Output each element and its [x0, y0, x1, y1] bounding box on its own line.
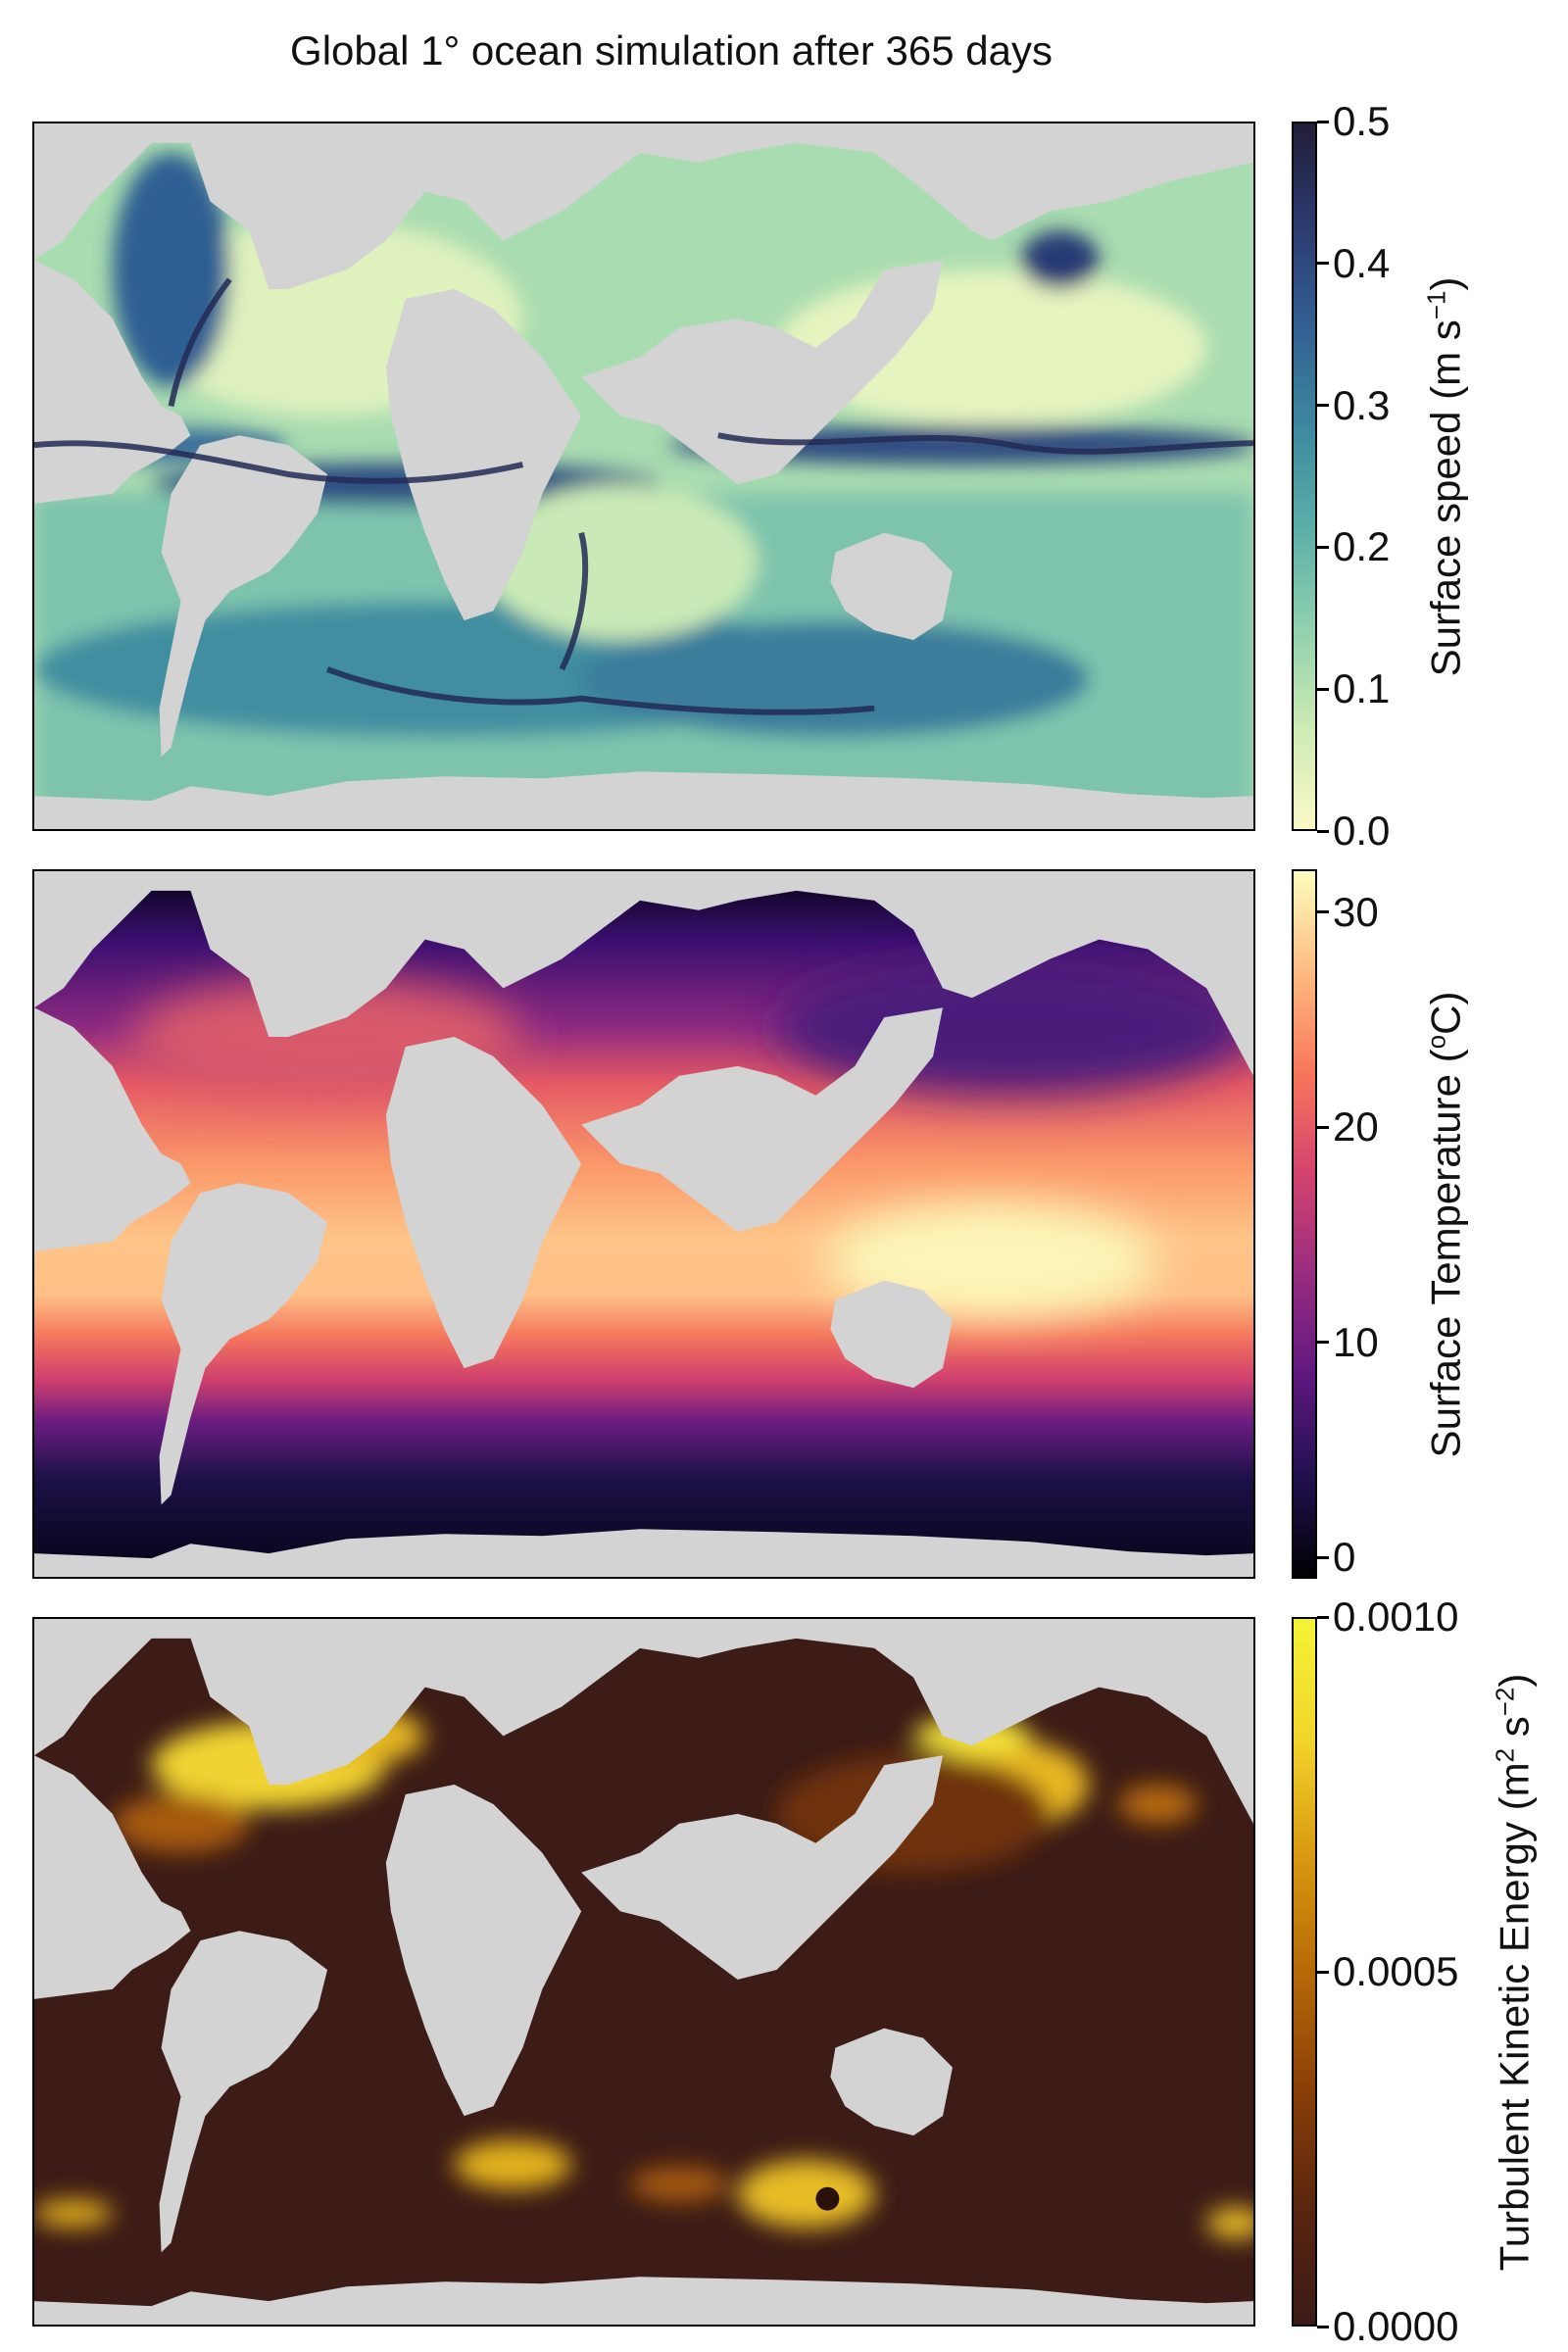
speed-colorbar-label-part: ) [1422, 276, 1469, 291]
tke-colorbar-label-part: 2 [1490, 1747, 1520, 1762]
tke-colorbar-label-part: Turbulent Kinetic Energy (m [1491, 1761, 1538, 2271]
tke-colorbar-label-part: s [1491, 1715, 1538, 1748]
temperature-colorbar-label: Surface Temperature (oC) [1421, 991, 1469, 1457]
speed-colorbar-tick [1317, 404, 1329, 408]
land-tke [34, 1619, 1253, 2325]
speed-map [34, 123, 1253, 829]
speed-colorbar-tick-label: 0.2 [1333, 523, 1391, 570]
temperature-colorbar-label-part: o [1421, 1034, 1451, 1049]
tke-colorbar-tick-label: 0.0000 [1333, 2303, 1459, 2349]
tke-colorbar-label-part: −2 [1490, 1687, 1520, 1716]
tke-colorbar-label: Turbulent Kinetic Energy (m2 s−2) [1490, 1673, 1538, 2271]
tke-colorbar [1292, 1617, 1317, 2327]
speed-colorbar-tick [1317, 687, 1329, 691]
temperature-map [34, 871, 1253, 1577]
speed-colorbar-tick-label: 0.5 [1333, 98, 1391, 144]
temperature-colorbar-tick-label: 0 [1333, 1534, 1356, 1581]
temperature-colorbar-tick [1317, 910, 1329, 914]
tke-colorbar-tick-label: 0.0010 [1333, 1593, 1459, 1640]
temperature-colorbar-label-part: Surface Temperature ( [1422, 1048, 1469, 1457]
speed-colorbar-tick [1317, 829, 1329, 833]
temperature-colorbar-tick-label: 10 [1333, 1318, 1379, 1365]
temperature-colorbar-tick-label: 30 [1333, 888, 1379, 935]
figure-title: Global 1° ocean simulation after 365 day… [290, 27, 1053, 74]
tke-map-panel [32, 1617, 1255, 2327]
tke-colorbar-tick-label: 0.0005 [1333, 1948, 1459, 1994]
speed-jets [34, 277, 1253, 715]
tke-map [34, 1619, 1253, 2325]
temperature-colorbar-tick-label: 20 [1333, 1103, 1379, 1151]
tke-colorbar-tick [1317, 1615, 1329, 1619]
speed-colorbar-tick [1317, 120, 1329, 123]
tke-colorbar-tick [1317, 2325, 1329, 2328]
land-temperature [34, 871, 1253, 1577]
speed-colorbar-tick [1317, 545, 1329, 549]
tke-colorbar-tick [1317, 1970, 1329, 1974]
temperature-colorbar-label-part: C) [1422, 991, 1469, 1035]
speed-colorbar-label-part: Surface speed (m s [1422, 318, 1469, 676]
speed-colorbar-tick-label: 0.3 [1333, 381, 1391, 428]
temperature-map-panel [32, 869, 1255, 1579]
temperature-colorbar [1292, 869, 1317, 1579]
speed-colorbar-tick-label: 0.0 [1333, 808, 1391, 854]
speed-colorbar-tick [1317, 262, 1329, 266]
speed-colorbar [1292, 122, 1317, 831]
speed-colorbar-tick-label: 0.1 [1333, 665, 1391, 712]
speed-colorbar-tick-label: 0.4 [1333, 239, 1391, 286]
tke-colorbar-label-part: ) [1491, 1673, 1538, 1688]
temperature-colorbar-tick [1317, 1125, 1329, 1129]
temperature-colorbar-tick [1317, 1341, 1329, 1345]
speed-colorbar-label-part: −1 [1421, 290, 1451, 319]
speed-colorbar-label: Surface speed (m s−1) [1421, 276, 1469, 676]
temperature-colorbar-tick [1317, 1555, 1329, 1559]
speed-map-panel [32, 122, 1255, 831]
